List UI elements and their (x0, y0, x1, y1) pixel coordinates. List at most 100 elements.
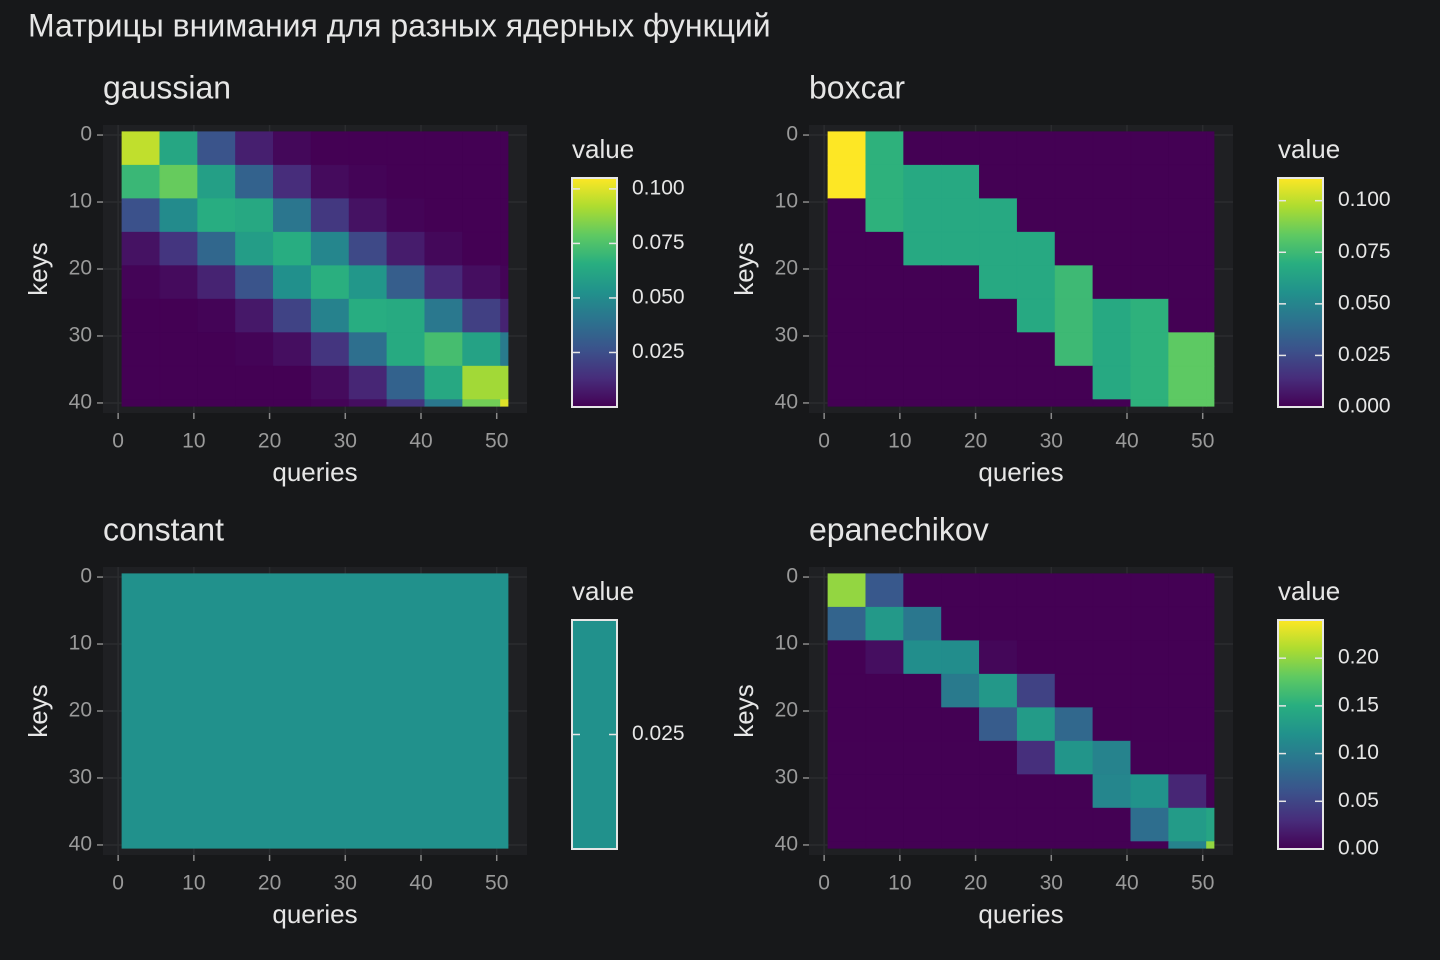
heatmap-cell (1016, 740, 1056, 775)
heatmap-cell (1016, 365, 1056, 400)
heatmap-cell (865, 332, 904, 367)
heatmap-cell (1168, 298, 1207, 333)
heatmap-cell (827, 573, 867, 608)
heatmap-cell (348, 265, 388, 300)
heatmap-cell (1168, 707, 1207, 742)
heatmap-cell (979, 740, 1018, 775)
heatmap-cell (386, 399, 426, 407)
heatmap-cell (1092, 231, 1132, 266)
x-tick-label: 10 (888, 430, 911, 453)
colorbar-tick-label: 0.075 (1338, 240, 1391, 263)
heatmap-cell (827, 673, 867, 708)
heatmap-cell (865, 841, 904, 849)
heatmap-cell (1130, 740, 1169, 775)
heatmap-cell (310, 231, 350, 266)
heatmap-cell (1016, 231, 1056, 266)
heatmap-cell (941, 841, 980, 849)
y-tick-label: 0 (786, 123, 798, 146)
heatmap-cell (1168, 807, 1207, 842)
x-tick-label: 40 (1115, 430, 1138, 453)
heatmap-cell (197, 198, 236, 233)
heatmap-cell (1130, 131, 1169, 166)
y-tick-label: 40 (775, 833, 798, 856)
x-axis-label: queries (978, 899, 1063, 929)
heatmap-cell (903, 298, 942, 333)
heatmap-cell (941, 231, 980, 266)
heatmap-cell (500, 231, 509, 266)
colorbar-tick-label: 0.00 (1338, 837, 1379, 860)
heatmap-cell (865, 265, 904, 300)
x-tick-label: 30 (1040, 430, 1063, 453)
heatmap-cell (1016, 640, 1056, 675)
heatmap-cell (979, 707, 1018, 742)
heatmap-cell (273, 332, 312, 367)
heatmap-cell (827, 231, 867, 266)
heatmap-cell (1206, 640, 1215, 675)
heatmap-cell (903, 164, 942, 199)
colorbar-tick-label: 0.100 (632, 176, 685, 199)
heatmap-cell (979, 164, 1018, 199)
heatmap-cell (979, 807, 1018, 842)
heatmap-cell (865, 131, 904, 166)
heatmap-cell (1168, 365, 1207, 400)
heatmap-cell (865, 399, 904, 407)
heatmap-cell (462, 198, 501, 233)
heatmap-cell (500, 365, 509, 400)
heatmap-cell (865, 774, 904, 809)
heatmap-cell (865, 164, 904, 199)
heatmap-cell (386, 365, 426, 400)
y-tick-label: 20 (775, 257, 798, 280)
heatmap-cell (1092, 606, 1132, 641)
heatmap-cell (159, 131, 198, 166)
x-axis-label: queries (272, 899, 357, 929)
x-tick-label: 0 (112, 430, 124, 453)
heatmap-cell (1054, 399, 1094, 407)
heatmap-cell (979, 131, 1018, 166)
heatmap-cell (1054, 265, 1094, 300)
heatmap-cell (941, 298, 980, 333)
y-tick-label: 30 (69, 766, 92, 789)
heatmap-cell (500, 332, 509, 367)
heatmap-cell (1168, 332, 1207, 367)
heatmap-cell (1016, 807, 1056, 842)
y-tick-label: 20 (69, 699, 92, 722)
heatmap-cell (1016, 774, 1056, 809)
heatmap-cell (462, 164, 501, 199)
panel-title: gaussian (103, 69, 231, 105)
y-tick-label: 0 (786, 565, 798, 588)
heatmap-cell (1130, 265, 1169, 300)
heatmap-cell (941, 332, 980, 367)
heatmap-cell (462, 399, 501, 407)
heatmap-cell (348, 198, 388, 233)
heatmap-cell (197, 131, 236, 166)
heatmap-cell (121, 198, 161, 233)
heatmap-cell (827, 740, 867, 775)
heatmap-cell (1054, 707, 1094, 742)
heatmap-cell (424, 399, 463, 407)
heatmap-cell (1016, 164, 1056, 199)
heatmap-cell (941, 265, 980, 300)
heatmap-cell (1206, 707, 1215, 742)
heatmap-cell (121, 365, 161, 400)
heatmap-cell (827, 298, 867, 333)
heatmap-cell (1168, 640, 1207, 675)
heatmap-cell (1130, 164, 1169, 199)
heatmap-cell (235, 164, 274, 199)
heatmap-cell (121, 131, 161, 166)
heatmap-cell (235, 298, 274, 333)
heatmap-cell (310, 265, 350, 300)
heatmap-cell (159, 265, 198, 300)
y-tick-label: 10 (775, 190, 798, 213)
heatmap-cell (941, 198, 980, 233)
heatmap-cell (1092, 640, 1132, 675)
heatmap-cell (386, 198, 426, 233)
page-title: Матрицы внимания для разных ядерных функ… (28, 7, 771, 43)
heatmap-cell (1206, 807, 1215, 842)
heatmap-cell (500, 399, 509, 407)
y-tick-label: 10 (69, 632, 92, 655)
heatmap-cell (310, 164, 350, 199)
heatmap-cell (1016, 265, 1056, 300)
heatmap-cell (1054, 164, 1094, 199)
heatmap-cell (1016, 707, 1056, 742)
heatmap-cell (273, 164, 312, 199)
